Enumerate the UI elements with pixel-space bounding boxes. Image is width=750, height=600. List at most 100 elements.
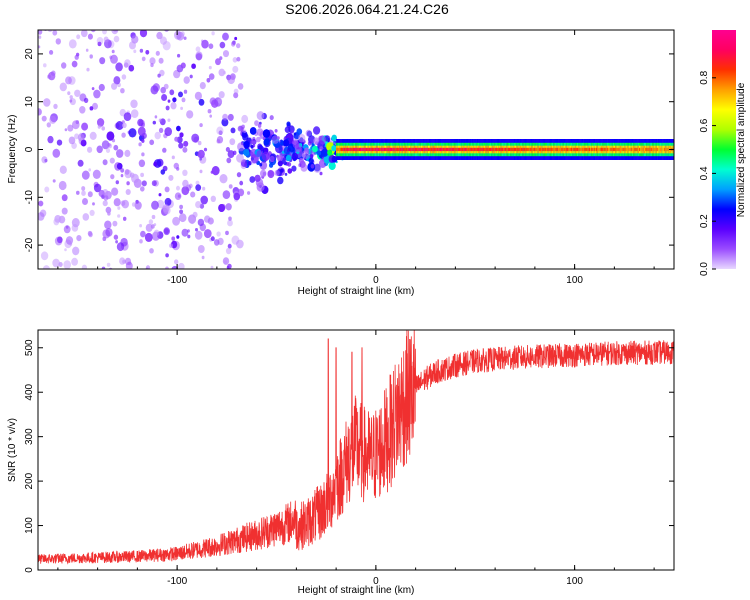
heatmap-blob	[67, 91, 71, 96]
heatmap-band-cell	[374, 147, 377, 152]
heatmap-blob	[247, 191, 251, 195]
heatmap-band-cell	[455, 147, 458, 152]
heatmap-blob	[116, 149, 124, 158]
snr-xtick-label: -100	[167, 576, 187, 587]
heatmap-blob	[54, 215, 62, 223]
heatmap-blob	[174, 136, 179, 142]
heatmap-blob	[195, 201, 202, 209]
heatmap-blob	[164, 127, 172, 137]
heatmap-blob	[115, 180, 120, 185]
heatmap-blob	[181, 97, 186, 103]
heatmap-blob	[128, 128, 137, 138]
heatmap-blob	[49, 50, 54, 55]
heatmap-blob	[203, 147, 208, 152]
heatmap-blob	[133, 49, 137, 54]
heatmap-band-cell	[422, 147, 425, 152]
heatmap-blob	[331, 156, 338, 163]
heatmap-blob	[223, 50, 229, 58]
snr-xtick-label: 100	[566, 576, 583, 587]
heatmap-band-cell	[565, 147, 568, 152]
heatmap-band-cell	[560, 147, 563, 152]
heatmap-blob	[176, 125, 181, 132]
heatmap-blob	[135, 203, 140, 209]
heatmap-blob	[230, 127, 236, 134]
heatmap-blob	[277, 160, 283, 167]
heatmap-blob	[122, 122, 127, 128]
heatmap-band-cell	[462, 147, 465, 152]
heatmap-blob	[131, 202, 136, 207]
heatmap-blob	[179, 209, 184, 215]
heatmap-blob	[171, 236, 175, 241]
snr-ytick-label: 400	[24, 383, 35, 400]
heatmap-blob	[49, 115, 57, 124]
heatmap-blob	[269, 155, 275, 162]
heatmap-band-cell	[510, 147, 513, 152]
heatmap-blob	[139, 48, 144, 53]
heatmap-blob	[145, 223, 153, 232]
heatmap-blob	[61, 207, 68, 215]
heatmap-blob	[149, 57, 156, 65]
heatmap-band-cell	[343, 147, 346, 152]
heatmap-blob	[102, 30, 107, 35]
heatmap-band-cell	[354, 147, 357, 152]
heatmap-xtick-label: -100	[167, 275, 187, 286]
heatmap-blob	[124, 149, 131, 157]
heatmap-blob	[82, 198, 88, 205]
heatmap-blob	[287, 168, 293, 174]
heatmap-band-cell	[433, 147, 437, 152]
heatmap-blob	[88, 168, 91, 172]
heatmap-blob	[180, 31, 185, 37]
heatmap-blob	[67, 124, 74, 132]
colorbar-tick-label: 0.2	[699, 214, 710, 228]
heatmap-blob	[115, 62, 123, 72]
heatmap-band-cell	[418, 147, 421, 152]
heatmap-band-cell	[480, 147, 483, 152]
heatmap-blob	[64, 23, 68, 28]
heatmap-band-cell	[385, 147, 388, 152]
heatmap-band-cell	[614, 147, 617, 152]
heatmap-band-cell	[596, 147, 599, 152]
heatmap-blob	[241, 114, 249, 124]
heatmap-band-cell	[637, 147, 640, 152]
heatmap-blob	[125, 189, 131, 195]
heatmap-blob	[192, 211, 198, 218]
heatmap-band-cell	[583, 147, 586, 152]
heatmap-blob	[91, 87, 95, 91]
heatmap-band-cell	[387, 147, 390, 152]
heatmap-blob	[227, 243, 232, 249]
heatmap-blob	[217, 98, 223, 104]
heatmap-blob	[113, 144, 119, 151]
heatmap-band-cell	[567, 147, 570, 152]
heatmap-blob	[228, 184, 233, 189]
heatmap-blob	[47, 135, 54, 144]
heatmap-blob	[237, 83, 244, 90]
heatmap-blob	[243, 148, 250, 157]
heatmap-blob	[298, 133, 306, 143]
heatmap-blob	[38, 108, 42, 116]
heatmap-band-cell	[391, 147, 394, 152]
heatmap-band-cell	[642, 147, 645, 152]
heatmap-band-cell	[444, 147, 447, 152]
heatmap-blob	[52, 148, 61, 158]
heatmap-blob	[286, 121, 291, 127]
heatmap-blob	[68, 39, 77, 49]
heatmap-blob	[232, 150, 237, 155]
heatmap-blob	[151, 200, 159, 210]
heatmap-blob	[58, 262, 63, 267]
heatmap-blob	[180, 62, 186, 69]
heatmap-band-cell	[515, 147, 518, 152]
heatmap-band-cell	[427, 147, 431, 152]
heatmap-blob	[48, 71, 56, 81]
heatmap-blob	[222, 190, 231, 200]
heatmap-band-cell	[360, 147, 363, 152]
heatmap-band-cell	[643, 147, 646, 152]
heatmap-blob	[105, 206, 112, 214]
heatmap-blob	[210, 236, 215, 242]
heatmap-blob	[285, 154, 292, 162]
heatmap-blob	[181, 228, 189, 237]
snr-ytick-label: 200	[24, 472, 35, 489]
heatmap-band-cell	[368, 147, 371, 152]
heatmap-blob	[93, 89, 101, 99]
heatmap-band-cell	[588, 147, 592, 152]
heatmap-blob	[201, 255, 205, 260]
